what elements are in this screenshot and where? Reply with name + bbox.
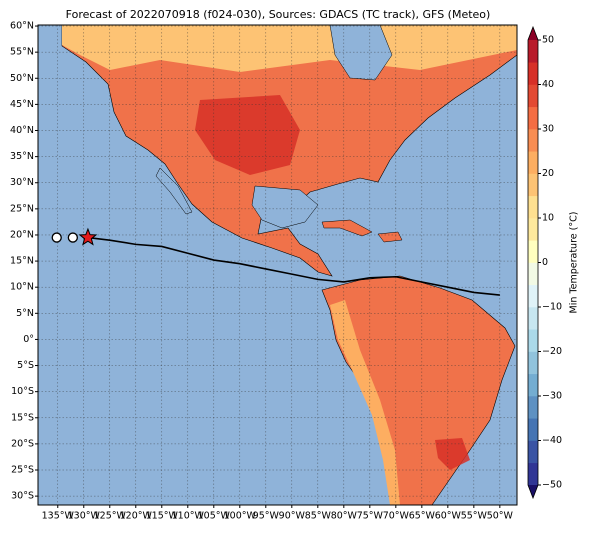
y-tick-label: 25°N [10, 203, 34, 214]
y-tick-label: 15°N [10, 256, 34, 267]
x-tick-label: 65°W [409, 511, 436, 522]
colorbar-segment [528, 373, 538, 397]
colorbar-tick-label: −20 [542, 346, 562, 357]
colorbar-tick-label: −50 [542, 480, 562, 491]
colorbar-segment [528, 418, 538, 441]
y-tick-label: 25°S [11, 465, 34, 476]
y-tick-label: 20°N [10, 229, 34, 240]
y-tick-label: 5°N [16, 308, 34, 319]
colorbar-segment [528, 329, 538, 352]
colorbar-over [528, 27, 538, 40]
x-tick-label: 125°W [94, 511, 127, 522]
gulf-of-california [155, 167, 193, 215]
colorbar-segment [528, 440, 538, 464]
colorbar-tick-label: 20 [542, 168, 554, 179]
colorbar-tick-label: −30 [542, 391, 562, 402]
colorbar-segment [528, 40, 538, 63]
x-tick-label: 110°W [172, 511, 205, 522]
y-tick-label: 50°N [10, 73, 34, 84]
x-tick-label: 85°W [305, 511, 332, 522]
x-tick-label: 135°W [42, 511, 75, 522]
y-tick-label: 10°S [11, 386, 34, 397]
x-tick-label: 55°W [461, 511, 488, 522]
x-tick-label: 75°W [357, 511, 384, 522]
colorbar-segment [528, 262, 538, 286]
x-tick-label: 95°W [253, 511, 280, 522]
overlay [51, 227, 500, 296]
x-tick-label: 120°W [120, 511, 153, 522]
colorbar-tick-label: 50 [542, 35, 554, 46]
y-tick-label: 60°N [10, 21, 34, 32]
colorbar-segment [528, 462, 538, 486]
colorbar-segment [528, 307, 538, 330]
colorbar-segment [528, 129, 538, 152]
colorbar-under [528, 485, 538, 498]
colorbar-segment [528, 218, 538, 241]
colorbar-segment [528, 62, 538, 85]
colorbar-tick-label: 30 [542, 124, 554, 135]
colorbar-segment [528, 173, 538, 197]
colorbar-tick-label: 40 [542, 79, 554, 90]
cuba [321, 219, 373, 237]
colorbar-tick-label: −10 [542, 302, 562, 313]
x-tick-label: 105°W [198, 511, 231, 522]
colorbar-segment [528, 240, 538, 263]
warm-region-south [435, 438, 470, 470]
map-frame [37, 24, 518, 506]
y-tick-label: 40°N [10, 125, 34, 136]
map-title: Forecast of 2022070918 (f024-030), Sourc… [66, 8, 491, 21]
x-tick-label: 60°W [435, 511, 462, 522]
x-tick-label: 90°W [279, 511, 306, 522]
colorbar-segment [528, 195, 538, 219]
y-tick-label: 30°N [10, 177, 34, 188]
warm-region [195, 95, 300, 175]
y-tick-label: 30°S [11, 491, 34, 502]
tc-track [87, 236, 500, 296]
colorbar-tick-label: 0 [542, 257, 548, 268]
grid [38, 25, 517, 505]
colorbar-tick-label: −40 [542, 435, 562, 446]
past-position [51, 232, 62, 243]
y-tick-label: 5°S [17, 360, 34, 371]
x-tick-label: 70°W [383, 511, 410, 522]
colorbar-tick-label: 10 [542, 213, 554, 224]
x-tick-label: 115°W [146, 511, 179, 522]
y-tick-label: 0° [23, 334, 34, 345]
colorbar-segment [528, 151, 538, 174]
y-tick-label: 55°N [10, 47, 34, 58]
north-america-north [62, 25, 517, 72]
gulf-of-mexico [251, 185, 319, 229]
x-tick-label: 130°W [68, 511, 101, 522]
current-position [78, 227, 98, 246]
y-tick-label: 35°N [10, 151, 34, 162]
colorbar-segment [528, 84, 538, 108]
x-tick-label: 80°W [331, 511, 358, 522]
past-position [67, 232, 78, 243]
map-area [38, 24, 518, 506]
x-tick-label: 100°W [224, 511, 257, 522]
y-tick-label: 45°N [10, 99, 34, 110]
x-tick-label: 50°W [487, 511, 514, 522]
colorbar-label: Min Temperature (°C) [569, 212, 580, 314]
colorbar-segment [528, 106, 538, 130]
y-tick-label: 10°N [10, 282, 34, 293]
colorbar: −50 −40 −30 −20 −10 0 10 20 30 40 50 Min Temperatur… [527, 25, 580, 500]
y-tick-label: 20°S [11, 438, 34, 449]
colorbar-segment [528, 351, 538, 375]
colorbar-segment [528, 396, 538, 419]
andes-cool [330, 300, 400, 505]
colorbar-segment [528, 284, 538, 308]
y-tick-label: 15°S [11, 412, 34, 423]
